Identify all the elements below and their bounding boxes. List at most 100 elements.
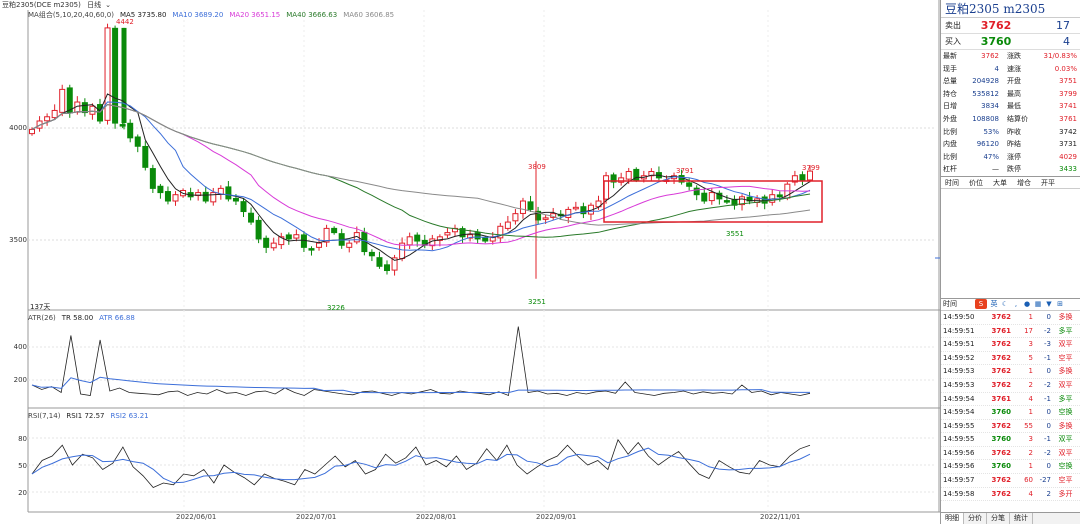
tick-cell: 双平 (1058, 448, 1073, 457)
candle-body (202, 191, 209, 202)
stat-v: — (992, 165, 999, 174)
panel-tab[interactable]: 分笔 (987, 513, 1010, 524)
candle-body (565, 208, 572, 218)
bid-row[interactable]: 买入 3760 4 (941, 34, 1080, 50)
tick-row[interactable]: 14:59:53 3762 2 -2 双平 (941, 379, 1080, 393)
ma5-line (31, 93, 811, 261)
shirt-icon[interactable]: ▼ (1046, 300, 1052, 309)
tick-cell: 双平 (1058, 340, 1073, 349)
tick-row[interactable]: 14:59:56 3760 1 0 空换 (941, 460, 1080, 475)
date-axis-label: 2022/07/01 (296, 513, 337, 521)
period-selector[interactable]: 日线 (87, 1, 102, 9)
atr-legend: ATR(26) TR 58.00 ATR 66.88 (28, 313, 141, 323)
candle-body (232, 197, 239, 202)
stat-row: 内盘 96120 昨结 3731 (941, 138, 1080, 151)
candle-body (580, 206, 587, 215)
tick-cell: -1 (1044, 353, 1051, 362)
tick-row[interactable]: 14:59:50 3762 1 0 多换 (941, 311, 1080, 325)
stat-k: 杠杆 (943, 165, 957, 174)
tick-row[interactable]: 14:59:53 3762 1 0 多换 (941, 365, 1080, 379)
keyboard-icon[interactable]: ▦ (1034, 300, 1042, 309)
ime-logo-icon[interactable]: S (975, 299, 987, 310)
low-marker: 3551 (726, 230, 744, 238)
ma-legend-item: MA5 3735.80 (119, 11, 167, 19)
stat-v2: 31/0.83% (1043, 52, 1077, 60)
candle-body (149, 168, 156, 189)
tick-row[interactable]: 14:59:51 3762 3 -3 双平 (941, 338, 1080, 352)
stat-k: 外盘 (943, 114, 957, 123)
candle-body (96, 104, 103, 122)
stat-v2: 3761 (1059, 114, 1077, 123)
tick-row[interactable]: 14:59:51 3761 17 -2 多平 (941, 325, 1080, 339)
chart-area[interactable]: 豆粕2305(DCE m2305) 日线 ⌄ MA组合(5,10,20,40,60… (0, 0, 940, 524)
tick-cell: 14:59:51 (943, 326, 975, 335)
stat-k2: 涨停 (1007, 152, 1021, 161)
tick-cell: 4 (1028, 394, 1033, 403)
microphone-icon[interactable]: ● (1023, 300, 1031, 309)
tick-cell: 17 (1024, 326, 1033, 335)
high-marker: 4442 (116, 18, 134, 26)
candle-body (323, 227, 330, 243)
candle-body (807, 170, 813, 181)
quote-panel: 豆粕2305 m2305 卖出 3762 17 买入 3760 4 最新 3762… (940, 0, 1080, 524)
stat-row: 比例 47% 涨停 4029 (941, 151, 1080, 164)
tick-row[interactable]: 14:59:55 3760 3 -1 双平 (941, 433, 1080, 447)
rsi-legend-item: RSI2 63.21 (110, 412, 149, 420)
comma-icon[interactable]: , (1014, 300, 1018, 309)
stat-k2: 昨结 (1007, 140, 1021, 149)
candle-body (625, 171, 632, 180)
tick-cell: 14:59:54 (943, 394, 975, 403)
tick-cell: 3762 (991, 476, 1011, 485)
atr-legend-item: TR 58.00 (61, 314, 94, 322)
order-header-cell: 时间 (945, 178, 959, 187)
panel-tab[interactable]: 统计 (1010, 513, 1033, 524)
stat-k: 总量 (943, 77, 957, 86)
chevron-down-icon[interactable]: ⌄ (105, 1, 111, 9)
rsi-axis-label: 20 (18, 489, 27, 497)
candle-body (527, 201, 534, 210)
tick-row[interactable]: 14:59:54 3761 4 -1 多平 (941, 393, 1080, 407)
tick-list-header: 时间 S 英 ☾ , ● ▦ ▼ ⊞ (941, 299, 1080, 311)
tick-cell: 14:59:57 (943, 476, 975, 485)
stat-k2: 最高 (1007, 89, 1021, 98)
tick-cell: 2 (1028, 380, 1033, 389)
ime-toolbar[interactable]: S 英 ☾ , ● ▦ ▼ ⊞ (975, 299, 1064, 310)
candle-body (376, 257, 383, 267)
grid-icon[interactable]: ⊞ (1057, 300, 1063, 309)
moon-icon[interactable]: ☾ (1001, 300, 1009, 309)
ime-lang[interactable]: 英 (990, 300, 998, 309)
tick-cell: 3761 (991, 394, 1011, 403)
candle-body (119, 124, 126, 127)
chart-top-bar: 豆粕2305(DCE m2305) 日线 ⌄ (0, 0, 940, 10)
panel-tab[interactable]: 分价 (964, 513, 987, 524)
kline-chart[interactable] (0, 0, 940, 524)
tick-row[interactable]: 14:59:56 3762 2 -2 双平 (941, 447, 1080, 461)
tick-cell: 14:59:53 (943, 367, 975, 376)
ask-row[interactable]: 卖出 3762 17 (941, 18, 1080, 34)
panel-tabs[interactable]: 明细 分价 分笔 统计 (941, 512, 1080, 524)
order-header: 时间 价位 大单 增仓 开平 (941, 177, 1080, 189)
chart-symbol-label: 豆粕2305(DCE m2305) (2, 1, 81, 9)
candle-body (112, 27, 119, 124)
stat-k: 日增 (943, 102, 957, 111)
tick-row[interactable]: 14:59:57 3762 60 -27 空平 (941, 474, 1080, 488)
tick-cell: 1 (1028, 367, 1033, 376)
candle-body (384, 264, 391, 272)
tick-list[interactable]: 14:59:50 3762 1 0 多换 14:59:51 3761 17 -2 多平 14:59:… (941, 311, 1080, 502)
order-header-cell: 大单 (993, 178, 1007, 187)
stat-v: 204928 (972, 77, 999, 86)
tick-cell: 多开 (1058, 489, 1073, 498)
tick-cell: 3762 (991, 340, 1011, 349)
tick-row[interactable]: 14:59:54 3760 1 0 空换 (941, 406, 1080, 420)
tick-row[interactable]: 14:59:52 3762 5 -1 空平 (941, 352, 1080, 366)
panel-tab[interactable]: 明细 (941, 513, 964, 524)
tick-cell: -2 (1044, 380, 1051, 389)
tick-cell: 0 (1046, 312, 1051, 321)
tick-cell: 14:59:50 (943, 312, 975, 321)
tick-cell: 14:59:56 (943, 448, 975, 457)
tick-row[interactable]: 14:59:55 3762 55 0 多换 (941, 420, 1080, 434)
stat-v2: 4029 (1059, 152, 1077, 161)
tick-cell: 3762 (991, 380, 1011, 389)
candle-body (127, 122, 134, 139)
tick-row[interactable]: 14:59:58 3762 4 2 多开 (941, 488, 1080, 502)
